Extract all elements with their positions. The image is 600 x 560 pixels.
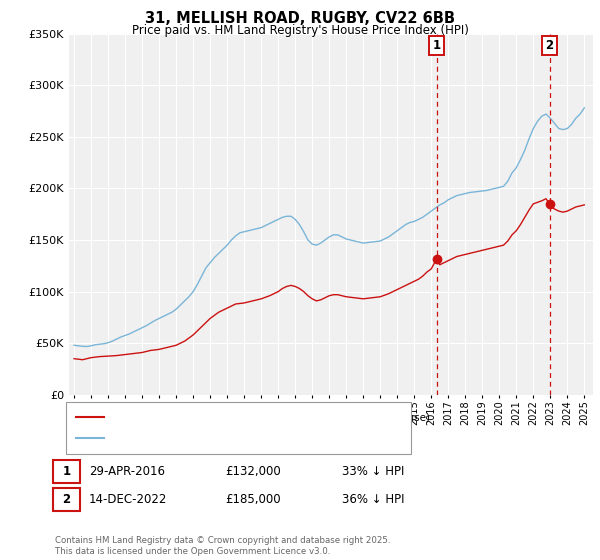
Text: 31, MELLISH ROAD, RUGBY, CV22 6BB (semi-detached house): 31, MELLISH ROAD, RUGBY, CV22 6BB (semi-… [108,412,430,422]
Text: 1: 1 [433,39,441,52]
Text: 36% ↓ HPI: 36% ↓ HPI [342,493,404,506]
Text: £185,000: £185,000 [225,493,281,506]
Text: £132,000: £132,000 [225,465,281,478]
Text: 2: 2 [62,493,71,506]
Text: 2: 2 [545,39,554,52]
Text: 31, MELLISH ROAD, RUGBY, CV22 6BB: 31, MELLISH ROAD, RUGBY, CV22 6BB [145,11,455,26]
Text: Price paid vs. HM Land Registry's House Price Index (HPI): Price paid vs. HM Land Registry's House … [131,24,469,36]
Text: Contains HM Land Registry data © Crown copyright and database right 2025.
This d: Contains HM Land Registry data © Crown c… [55,536,391,556]
Text: HPI: Average price, semi-detached house, Rugby: HPI: Average price, semi-detached house,… [108,433,362,444]
Text: 14-DEC-2022: 14-DEC-2022 [89,493,167,506]
Text: 33% ↓ HPI: 33% ↓ HPI [342,465,404,478]
Text: 29-APR-2016: 29-APR-2016 [89,465,165,478]
Text: 1: 1 [62,465,71,478]
